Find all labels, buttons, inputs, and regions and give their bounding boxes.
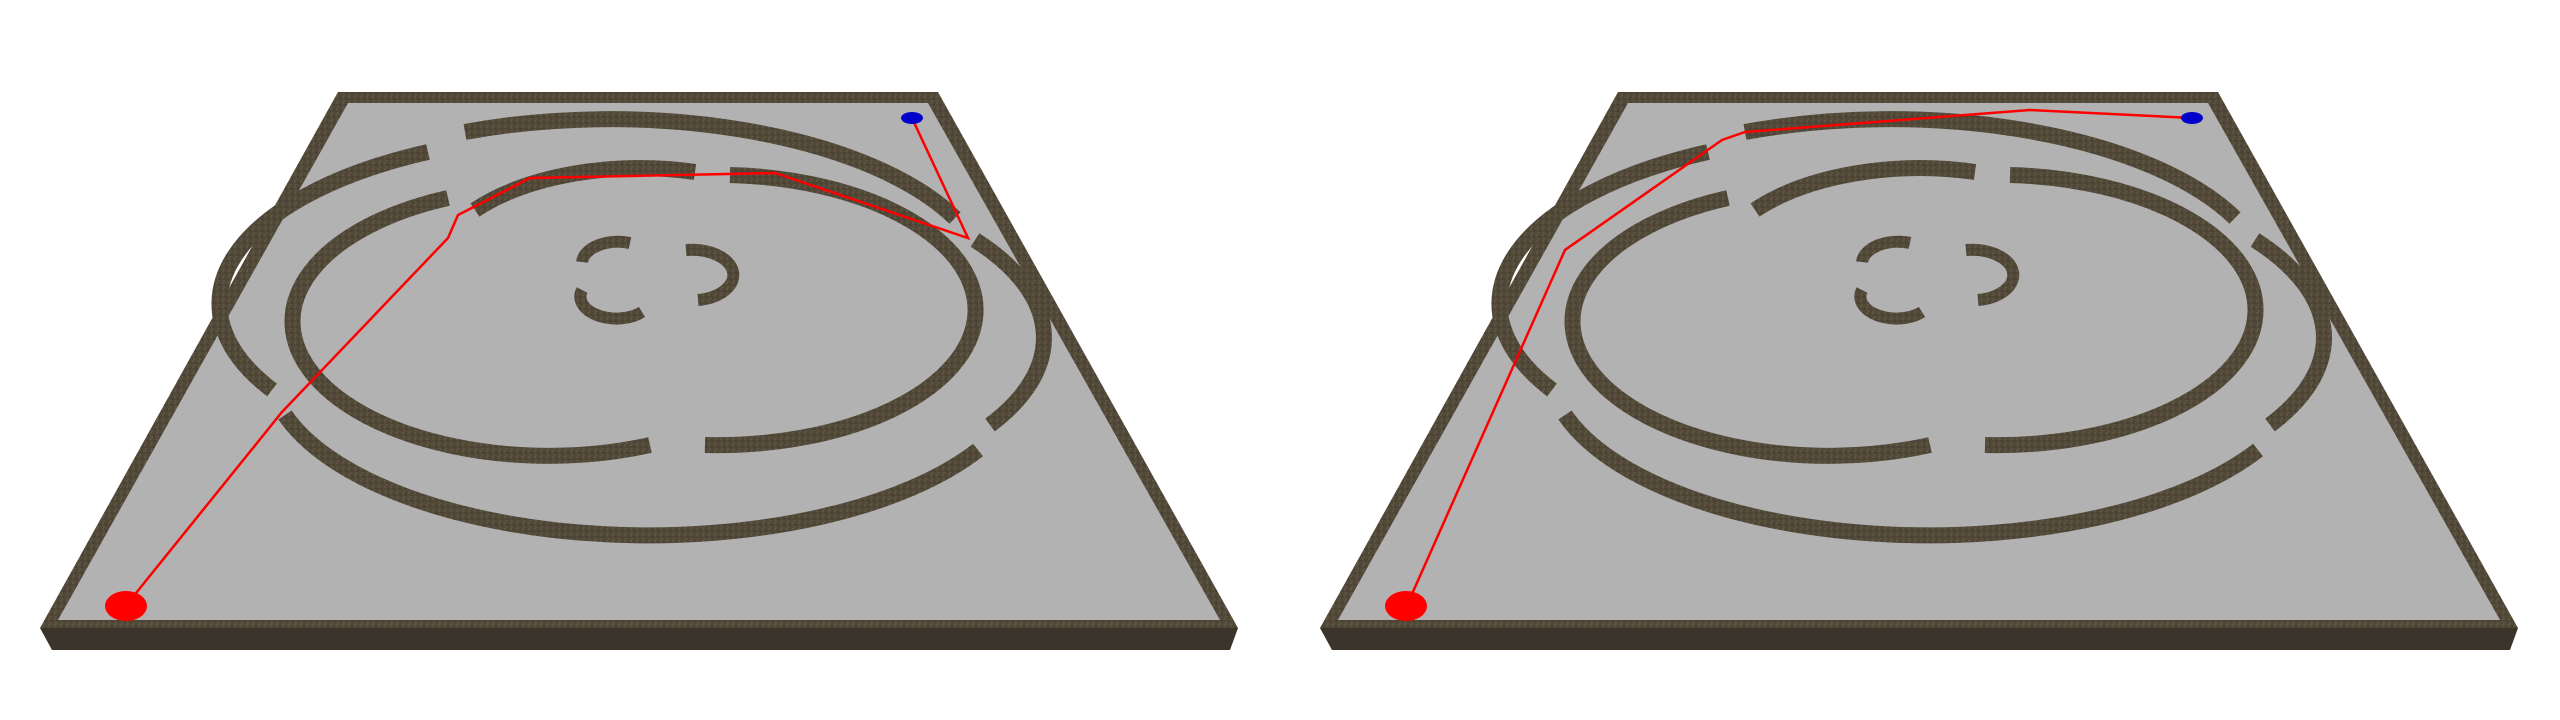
planned-path xyxy=(1406,108,2193,604)
maze-walls xyxy=(211,111,1052,544)
outer-ring-wall xyxy=(211,111,1052,544)
planned-path xyxy=(127,117,971,604)
maze-view-left xyxy=(40,92,1238,650)
inner-ring-wall xyxy=(574,235,740,325)
goal-marker xyxy=(2181,112,2203,124)
start-marker xyxy=(1385,591,1427,621)
outer-ring-wall xyxy=(1491,111,2332,544)
goal-marker xyxy=(901,112,923,124)
start-marker xyxy=(105,591,147,621)
maze-walls xyxy=(1491,111,2332,544)
maze-view-right xyxy=(1320,92,2518,650)
inner-ring-wall xyxy=(1854,235,2020,325)
middle-ring-wall xyxy=(1564,160,2264,464)
middle-ring-wall xyxy=(284,160,984,464)
